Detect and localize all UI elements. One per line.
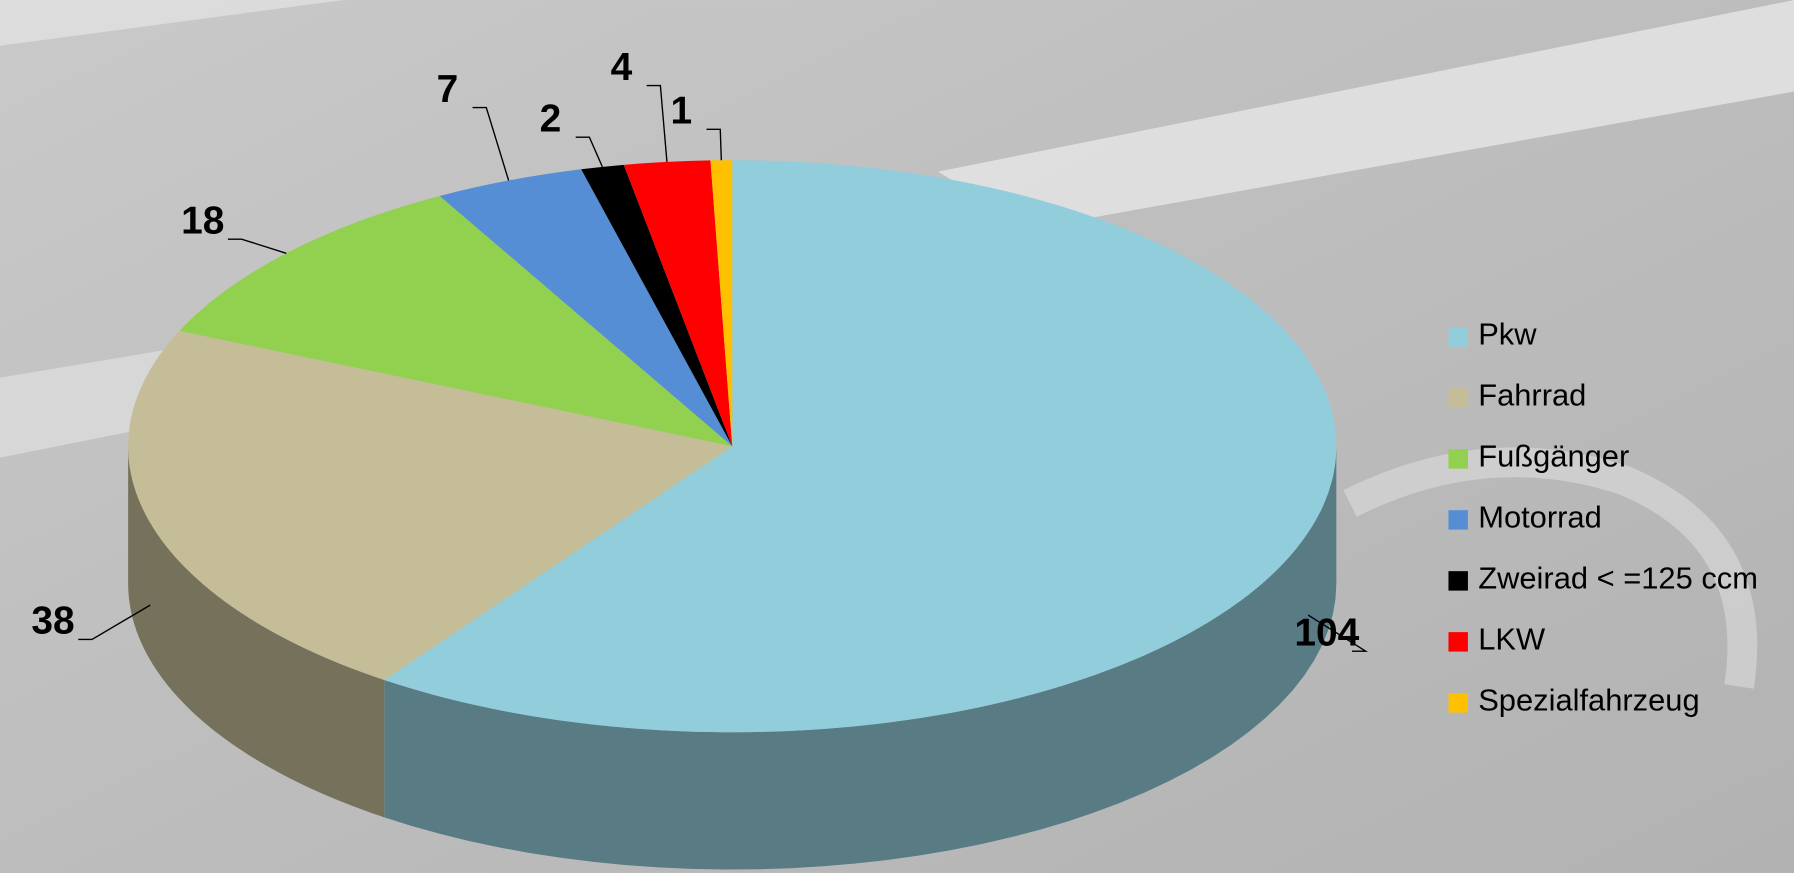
legend-swatch <box>1448 327 1468 347</box>
leader-line <box>575 136 604 168</box>
slice <box>623 160 733 447</box>
leader-line <box>472 106 510 181</box>
slice <box>710 160 733 447</box>
road-marking <box>1343 447 1758 689</box>
legend-swatch <box>1448 449 1468 469</box>
data-label: 104 <box>1294 611 1359 654</box>
legend-label: Fahrrad <box>1478 378 1586 413</box>
slice <box>384 160 1337 733</box>
slice <box>439 169 733 447</box>
slice-side <box>384 446 1337 870</box>
legend-label: Pkw <box>1478 317 1537 352</box>
legend-swatch <box>1448 388 1468 408</box>
legend-label: Zweirad < =125 ccm <box>1478 560 1758 595</box>
data-label: 1 <box>671 90 693 133</box>
leader-line <box>227 238 287 254</box>
legend-swatch <box>1448 510 1468 530</box>
pie: 104 38 18 7 2 41 <box>31 46 1369 870</box>
legend-label: Motorrad <box>1478 499 1602 534</box>
legend-swatch <box>1448 632 1468 652</box>
leader-line <box>1307 614 1369 652</box>
data-label: 18 <box>181 199 224 242</box>
slice-side <box>128 446 385 818</box>
slice <box>128 330 733 681</box>
legend-label: Fußgänger <box>1478 439 1629 474</box>
legend-label: LKW <box>1478 621 1546 656</box>
data-label: 38 <box>31 600 74 643</box>
leader-line <box>78 604 151 641</box>
slice <box>581 164 733 447</box>
data-label: 7 <box>437 68 459 111</box>
legend-swatch <box>1448 571 1468 591</box>
data-label: 2 <box>540 97 562 140</box>
legend-swatch <box>1448 693 1468 713</box>
leader-line <box>706 128 723 161</box>
leader-line <box>646 84 668 162</box>
slice <box>179 195 733 447</box>
legend: Pkw Fahrrad Fußgänger Motorrad Zweirad < =12… <box>1448 317 1758 717</box>
legend-label: Spezialfahrzeug <box>1478 682 1699 717</box>
data-label: 4 <box>611 46 633 89</box>
road-marking <box>938 0 1794 229</box>
